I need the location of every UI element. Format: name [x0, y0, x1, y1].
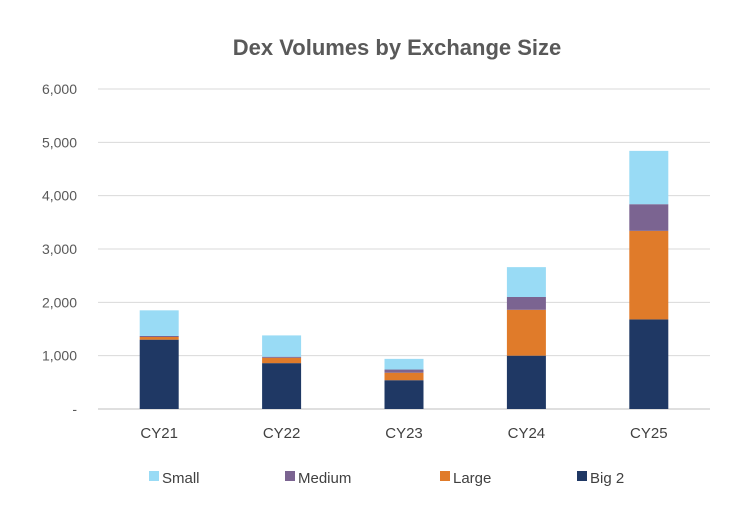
bar-segment	[506, 355, 546, 409]
x-axis-ticks: CY21 CY22 CY23 CY24 CY25	[140, 425, 667, 442]
y-tick-label: 4,000	[42, 188, 77, 204]
y-tick-label: 6,000	[42, 81, 77, 97]
x-tick-label: CY25	[630, 425, 668, 442]
bar-segment	[384, 380, 424, 409]
bar-segment	[506, 297, 546, 310]
bar-segment	[384, 358, 424, 370]
bar-segment	[262, 335, 302, 357]
bar-segment	[139, 337, 179, 340]
y-tick-label: 1,000	[42, 348, 77, 364]
bar-segment	[384, 369, 424, 373]
legend-swatch	[149, 471, 159, 481]
legend-label: Small	[162, 470, 200, 487]
y-axis-ticks: - 1,000 2,000 3,000 4,000 5,000 6,000	[42, 81, 77, 417]
bar-segment	[629, 204, 669, 231]
bar-segment	[139, 335, 179, 337]
bar-segment	[506, 309, 546, 356]
y-tick-label: 3,000	[42, 241, 77, 257]
legend-label: Large	[453, 470, 491, 487]
bar-segment	[629, 150, 669, 205]
y-tick-label: 2,000	[42, 294, 77, 310]
bars	[139, 150, 669, 409]
bar-segment	[139, 310, 179, 336]
legend-label: Medium	[298, 470, 351, 487]
x-tick-label: CY23	[385, 425, 423, 442]
chart-title: Dex Volumes by Exchange Size	[233, 35, 562, 60]
legend-swatch	[440, 471, 450, 481]
legend-swatch	[285, 471, 295, 481]
bar-segment	[384, 372, 424, 381]
bar-segment	[629, 319, 669, 409]
bar-segment	[629, 230, 669, 320]
x-tick-label: CY24	[508, 425, 546, 442]
bar-segment	[262, 363, 302, 409]
y-tick-label: -	[72, 401, 77, 417]
legend-swatch	[577, 471, 587, 481]
legend: Small Medium Large Big 2	[149, 470, 624, 487]
legend-label: Big 2	[590, 470, 624, 487]
x-tick-label: CY22	[263, 425, 301, 442]
y-tick-label: 5,000	[42, 134, 77, 150]
bar-segment	[262, 357, 302, 364]
bar-segment	[506, 267, 546, 297]
bar-segment	[262, 356, 302, 358]
bar-segment	[139, 339, 179, 409]
x-tick-label: CY21	[140, 425, 178, 442]
gridlines	[98, 88, 710, 410]
